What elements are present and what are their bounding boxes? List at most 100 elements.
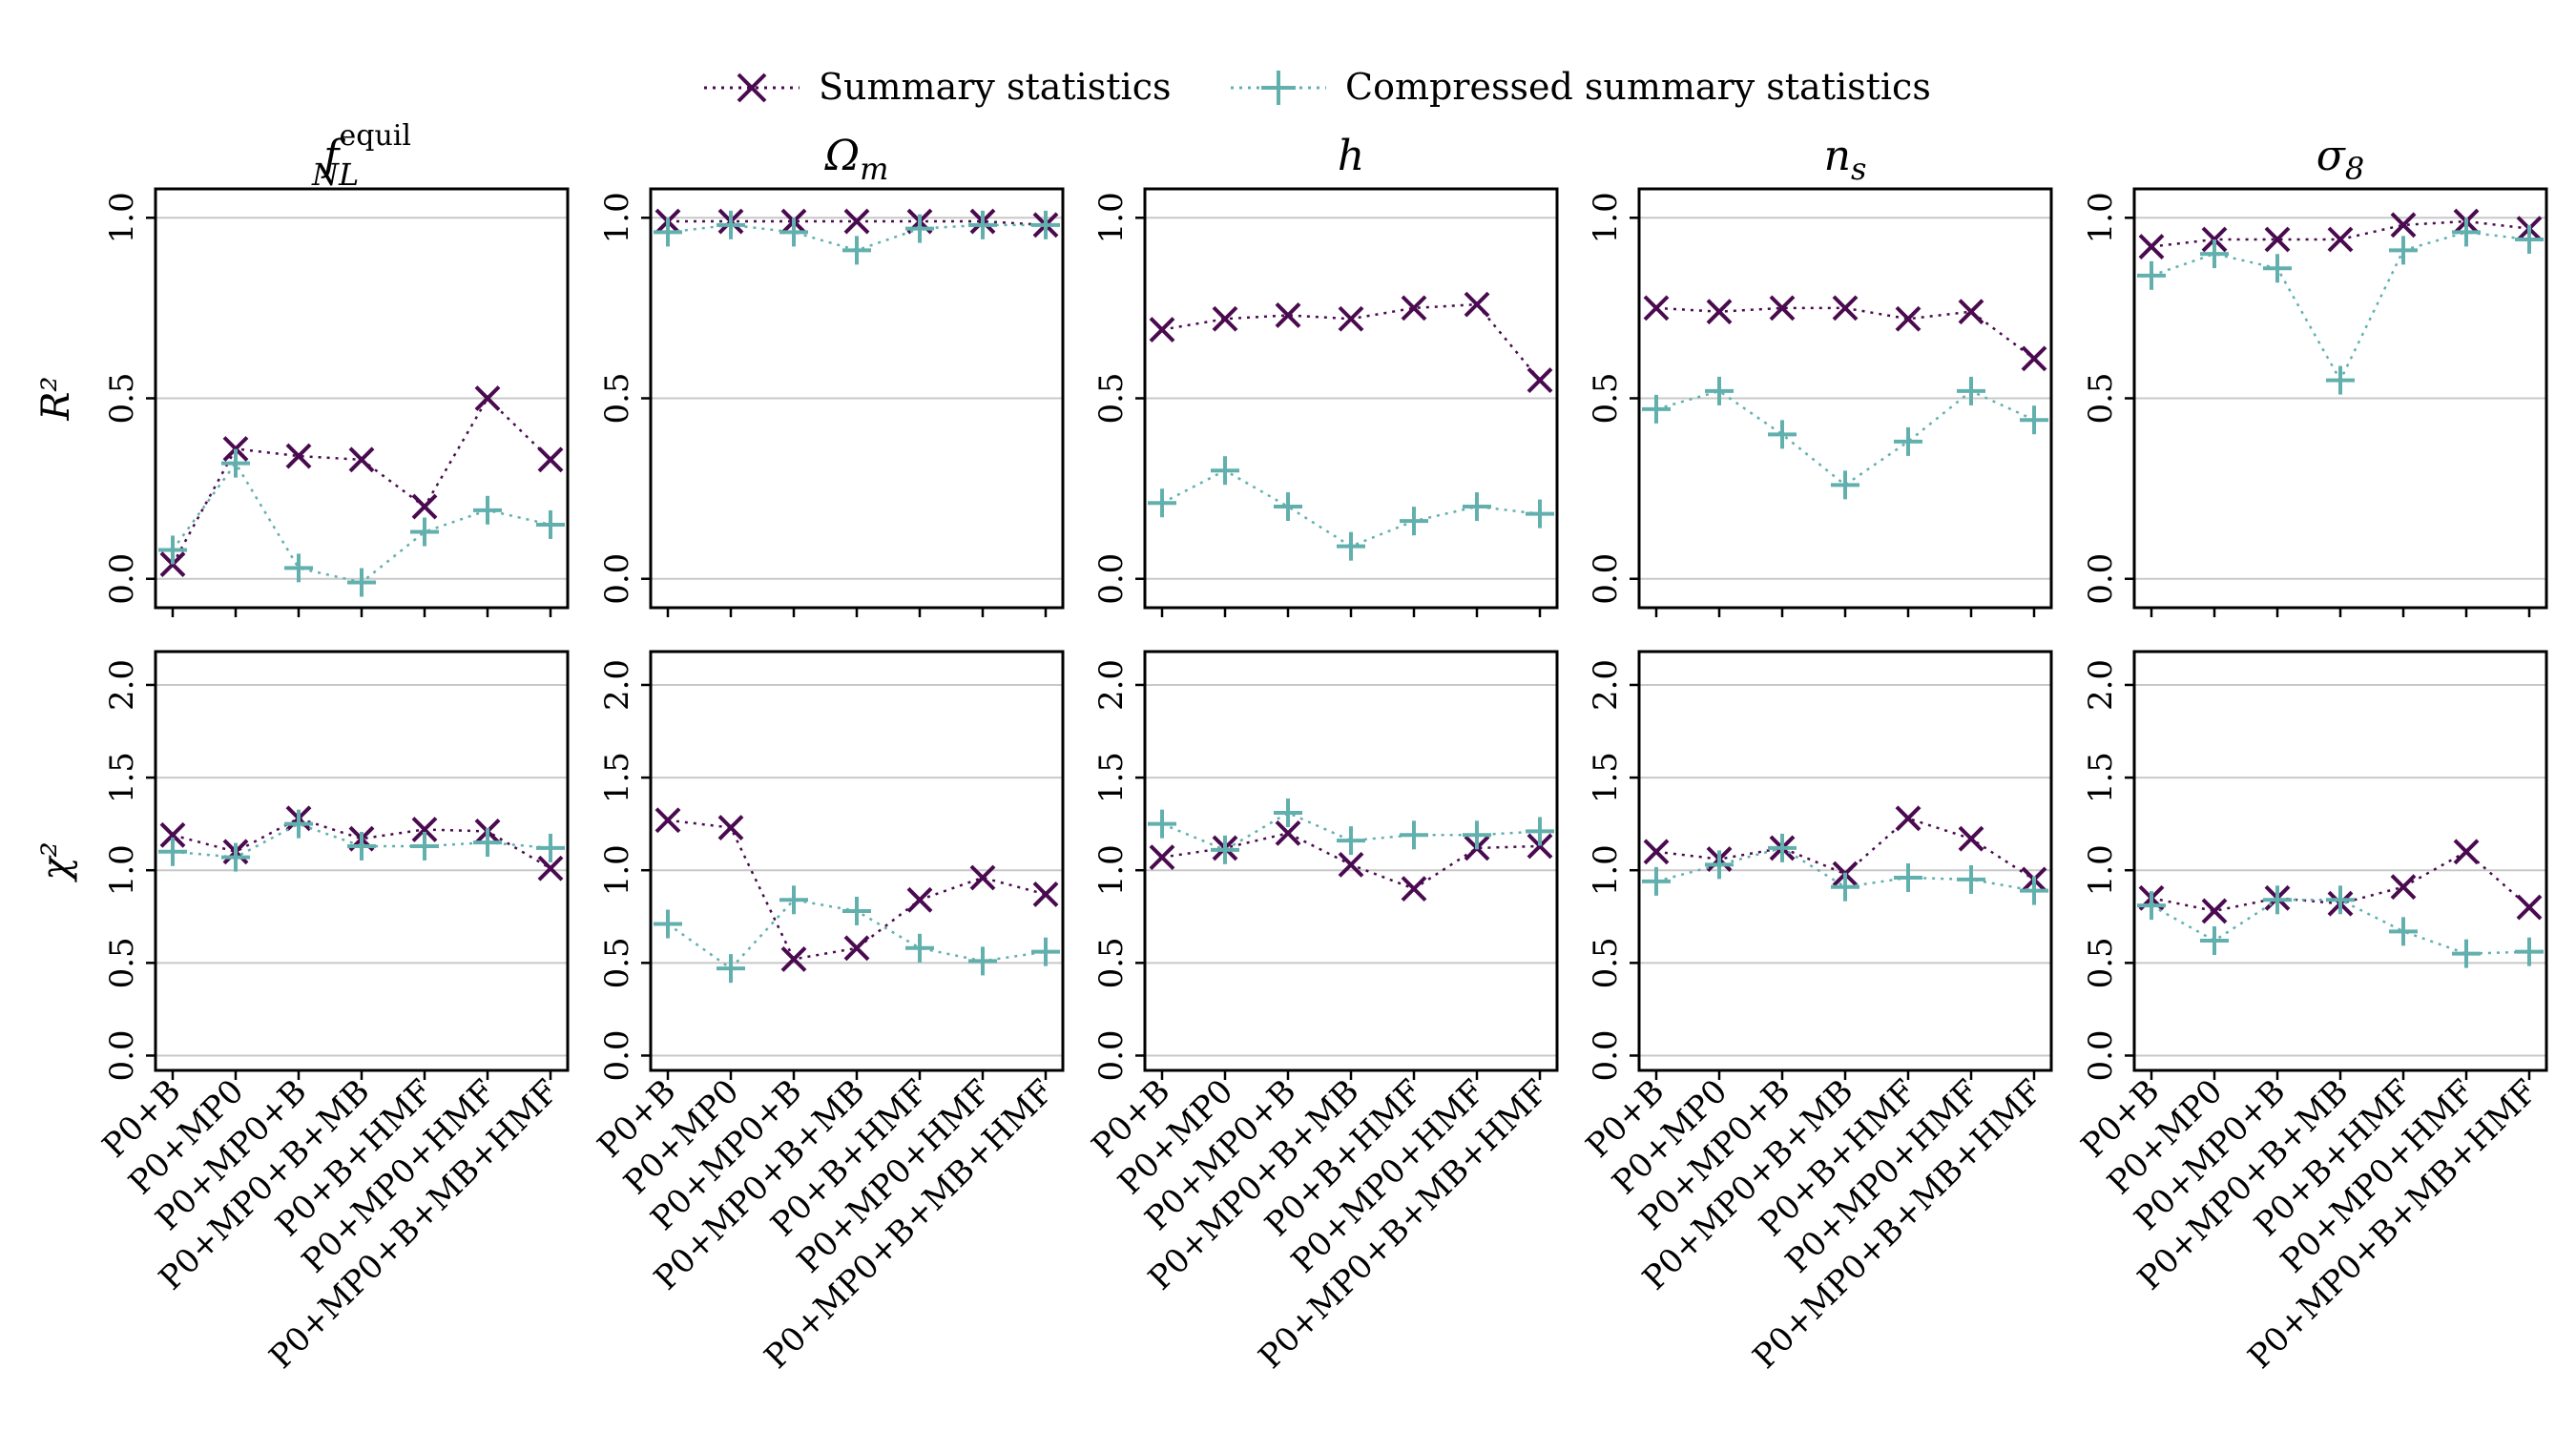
y-tick-label: 1.0 xyxy=(1587,844,1625,896)
plus-marker xyxy=(1705,376,1734,405)
subplot-r2: 0.0 0.5 1.0 xyxy=(1092,187,1559,617)
y-tick-label: 1.0 xyxy=(1092,844,1131,896)
marker-stroke xyxy=(285,443,312,469)
panel-1: Ωm0.00.51.00.00.51.01.52.0P0+BP0+MP0P0+M… xyxy=(591,132,1065,1377)
marker-stroke xyxy=(1706,299,1733,325)
plus-marker xyxy=(221,448,250,478)
plus-marker xyxy=(779,218,808,247)
marker-stroke xyxy=(1212,305,1238,332)
y-tick-label: 1.0 xyxy=(598,844,636,896)
y-tick-label: 1.0 xyxy=(598,192,636,243)
x-marker xyxy=(1895,805,1922,832)
marker-stroke xyxy=(2264,226,2291,253)
axes-frame xyxy=(1143,650,1559,1072)
panel-3: ns0.00.51.00.00.51.01.52.0P0+BP0+MP0P0+M… xyxy=(1579,132,2053,1377)
y-tick-label: 0.0 xyxy=(598,553,636,605)
plus-marker xyxy=(1400,507,1428,536)
x-marker xyxy=(1706,299,1733,325)
marker-stroke xyxy=(1338,305,1364,332)
marker-stroke xyxy=(780,946,807,972)
panel-title: Ωm xyxy=(824,132,889,187)
plus-marker xyxy=(536,509,565,539)
x-marker xyxy=(969,864,996,891)
panel-title-main: σ xyxy=(2316,132,2347,180)
x-marker xyxy=(906,886,933,913)
marker-stroke xyxy=(1895,805,1922,832)
x-marker xyxy=(2327,226,2354,253)
x-marker xyxy=(780,946,807,972)
y-tick-label: 0.0 xyxy=(103,553,141,605)
x-marker xyxy=(411,493,438,520)
plus-marker xyxy=(1274,798,1302,827)
x-marker xyxy=(843,208,870,235)
series-line-summary xyxy=(667,819,1047,961)
marker-stroke xyxy=(906,886,933,913)
y-tick-label: 0.5 xyxy=(598,372,636,424)
y-tick-label: 1.5 xyxy=(2082,752,2120,803)
marker-stroke xyxy=(1527,367,1553,393)
plus-marker xyxy=(2020,405,2048,435)
panel-title-sub: 8 xyxy=(2345,151,2364,187)
y-axis-label-chi2: χ² xyxy=(34,841,78,882)
plus-marker xyxy=(1463,492,1491,522)
panel-4: σ80.00.51.00.00.51.01.52.0P0+BP0+MP0P0+M… xyxy=(2074,132,2548,1377)
marker-stroke xyxy=(1643,839,1670,865)
marker-stroke xyxy=(1338,851,1364,878)
plus-marker xyxy=(158,535,187,565)
plus-marker xyxy=(2326,885,2355,915)
panel-title: h xyxy=(1338,132,1364,180)
x-marker xyxy=(2201,226,2228,253)
plus-marker xyxy=(654,218,682,247)
y-tick-label: 1.5 xyxy=(598,752,636,803)
plus-marker xyxy=(779,885,808,915)
plus-marker xyxy=(905,214,934,243)
marker-stroke xyxy=(1464,291,1490,318)
marker-stroke xyxy=(1401,876,1427,902)
plus-marker xyxy=(1831,470,1859,500)
y-tick-label: 1.0 xyxy=(1587,192,1625,243)
plus-marker xyxy=(1642,866,1671,896)
plus-marker xyxy=(2515,224,2544,254)
x-marker xyxy=(654,807,681,834)
panel-title-main: Ω xyxy=(824,132,860,180)
y-tick-label: 2.0 xyxy=(1092,659,1131,711)
subplot-chi2: 0.0 0.5 1.0 1.5 2.0 xyxy=(1587,650,2053,1081)
marker-stroke xyxy=(969,864,996,891)
panel-title: ns xyxy=(1824,132,1867,187)
marker-stroke xyxy=(1275,302,1301,328)
plus-marker xyxy=(1274,492,1302,522)
y-tick-label: 2.0 xyxy=(598,659,636,711)
y-tick-label: 0.5 xyxy=(1587,937,1625,988)
plus-marker xyxy=(1337,531,1365,561)
marker-stroke xyxy=(348,446,375,473)
x-marker xyxy=(222,436,249,462)
marker-stroke xyxy=(843,935,870,962)
x-marker xyxy=(411,817,438,842)
plus-marker xyxy=(2200,926,2229,956)
x-marker xyxy=(2453,839,2480,865)
marker-stroke xyxy=(1149,317,1175,343)
plus-marker xyxy=(1831,872,1859,902)
y-tick-label: 2.0 xyxy=(103,659,141,711)
marker-stroke xyxy=(1769,295,1796,321)
plus-marker xyxy=(2263,885,2292,915)
y-tick-label: 0.5 xyxy=(1092,937,1131,988)
plus-marker xyxy=(410,831,439,861)
y-tick-label: 0.5 xyxy=(1587,372,1625,424)
plus-marker xyxy=(2263,254,2292,283)
panel-title: σ8 xyxy=(2316,132,2364,187)
legend-plus-marker xyxy=(1261,71,1296,105)
subplot-chi2: 0.0 0.5 1.0 1.5 2.0 xyxy=(1092,650,1559,1081)
marker-stroke xyxy=(474,385,501,411)
x-marker xyxy=(1338,305,1364,332)
x-marker xyxy=(1643,295,1670,321)
plus-marker xyxy=(473,828,502,858)
y-tick-label: 0.0 xyxy=(1092,553,1131,605)
plus-marker xyxy=(221,842,250,872)
plus-marker xyxy=(842,236,871,265)
plus-marker xyxy=(1705,850,1734,880)
plus-marker xyxy=(1526,817,1554,846)
x-marker xyxy=(1338,851,1364,878)
marker-stroke xyxy=(2327,226,2354,253)
plus-marker xyxy=(1642,394,1671,424)
